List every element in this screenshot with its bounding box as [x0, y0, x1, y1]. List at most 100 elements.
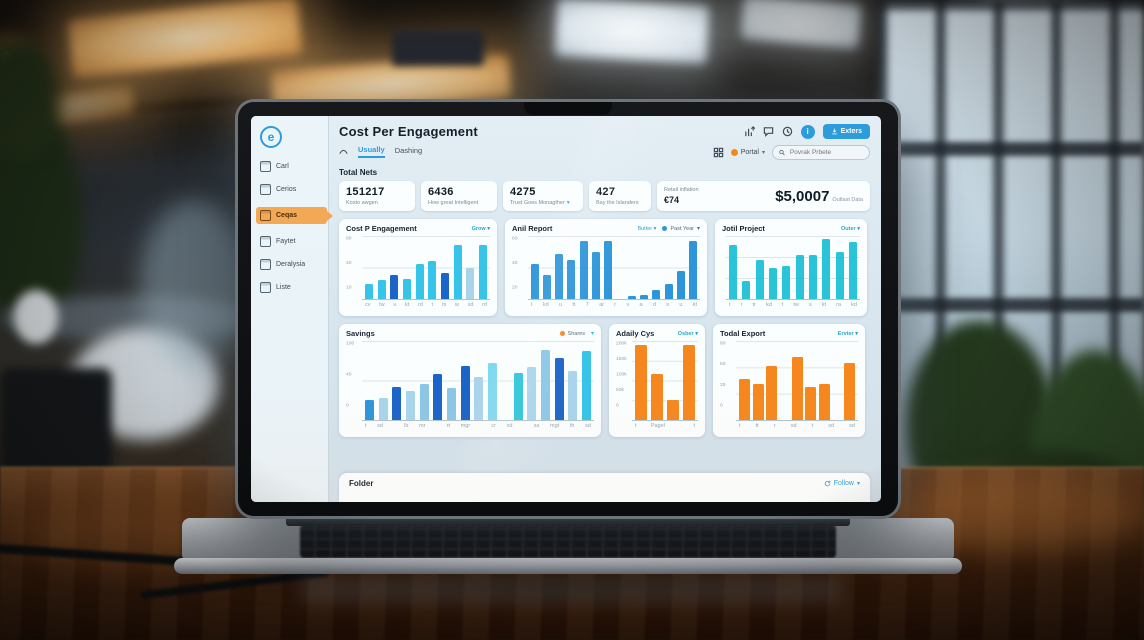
- stats-section-title: Total Nets: [339, 168, 378, 177]
- chart-bar: [365, 283, 373, 299]
- chevron-down-icon[interactable]: ▾: [590, 331, 594, 337]
- sidebar-item-label: Cerios: [276, 186, 297, 193]
- chart-plot-area: [726, 236, 860, 300]
- charts-row-2: Savings Shares ▾ 100 40 0 t sd lb mr rt mgr cr sd s…: [339, 324, 870, 437]
- chart-bar: [415, 264, 424, 299]
- grid-view-icon[interactable]: [713, 147, 724, 158]
- chevron-down-icon: ▾: [761, 150, 765, 156]
- portal-label: Portal: [740, 149, 759, 156]
- chart-card-savings[interactable]: Savings Shares ▾ 100 40 0 t sd lb mr rt mgr cr sd s…: [339, 324, 601, 437]
- share-chart-icon[interactable]: [744, 126, 755, 137]
- search-box[interactable]: [772, 145, 870, 160]
- sidebar-item-faytet[interactable]: Faytet: [260, 236, 328, 247]
- chart-title: Todal Export: [720, 329, 766, 338]
- chart-bar: [540, 350, 550, 420]
- stat-caption: Outlast Data: [832, 196, 863, 203]
- folder-follow-action[interactable]: Follow: [824, 480, 860, 487]
- chart-title: Adaily Cys: [616, 329, 655, 338]
- chart-bar: [768, 267, 777, 299]
- stat-label: Kosto awgen: [346, 200, 378, 206]
- sidebar-item-liste[interactable]: Liste: [260, 282, 328, 293]
- chart-dropdown[interactable]: Ervter: [838, 331, 858, 337]
- folder-bar[interactable]: Folder Follow: [339, 473, 870, 502]
- search-input[interactable]: [787, 148, 863, 157]
- tab-usually[interactable]: Usually: [358, 145, 385, 158]
- chart-bar: [446, 388, 456, 420]
- laptop-keyboard[interactable]: [300, 525, 836, 558]
- chart-plot-area: [362, 236, 490, 300]
- chart-bar: [567, 259, 576, 299]
- legend-dot: [662, 226, 668, 231]
- x-axis-ticks: t Pagel t: [635, 423, 695, 429]
- document-icon: [260, 161, 271, 172]
- y-axis-ticks: 80 40 10: [346, 236, 352, 291]
- chart-bar: [664, 283, 673, 299]
- white-pot: [14, 290, 58, 344]
- chart-title: Jotil Project: [722, 224, 765, 233]
- chart-bar: [568, 371, 578, 420]
- stat-value: 6436: [428, 186, 454, 198]
- chart-dropdown[interactable]: Outer: [841, 226, 860, 232]
- chart-bar: [651, 374, 663, 420]
- folder-action-label: Follow: [833, 480, 854, 487]
- sidebar-item-ceqas-active[interactable]: Ceqas: [256, 207, 327, 224]
- stat-card-retail[interactable]: Retail inflation €74 $5,0007 Outlast Dat…: [657, 181, 870, 211]
- chat-icon[interactable]: [763, 126, 774, 137]
- chart-bar: [466, 267, 475, 299]
- sidebar-item-cerios[interactable]: Cerios: [260, 184, 328, 195]
- chart-bar: [795, 254, 804, 299]
- chart-bar: [729, 245, 737, 299]
- stat-card[interactable]: 6436 How great Intelligent: [421, 181, 497, 211]
- sidebar-item-label: Liste: [276, 284, 291, 291]
- chart-bar: [667, 400, 679, 420]
- laptop-screen: e Carl Cerios Ceqas Faytet Deralysia: [238, 102, 898, 516]
- sidebar-item-carl[interactable]: Carl: [260, 161, 328, 172]
- app-logo[interactable]: e: [260, 126, 282, 148]
- chart-legend[interactable]: Past Year ▾: [662, 225, 700, 232]
- stat-sub-value: €74: [664, 195, 680, 205]
- chart-bar: [844, 363, 855, 420]
- avatar[interactable]: i: [800, 124, 815, 139]
- chart-bar: [365, 400, 374, 420]
- chart-legend[interactable]: Shares: [559, 331, 585, 337]
- chart-plot-area: [736, 341, 858, 421]
- sidebar-item-label: Deralysia: [276, 261, 306, 268]
- sidebar-item-deralysia[interactable]: Deralysia: [260, 259, 328, 270]
- chart-title: Cost P Engagement: [346, 224, 417, 233]
- portal-selector[interactable]: Portal ▾: [730, 149, 765, 156]
- chart-bar: [766, 366, 777, 420]
- chart-dropdown[interactable]: Grow: [472, 226, 490, 232]
- x-axis-ticks: t tt r sd t sd sd: [739, 423, 855, 429]
- export-button[interactable]: Exters: [822, 124, 870, 139]
- chart-dropdown[interactable]: Butter: [637, 226, 656, 232]
- ceiling-light-panel: [554, 0, 710, 64]
- chevron-down-icon[interactable]: ▾: [566, 200, 570, 206]
- chart-bar: [739, 378, 750, 420]
- chart-plot-area: [632, 341, 698, 421]
- stat-card[interactable]: 151217 Kosto awgen: [339, 181, 415, 211]
- stat-card[interactable]: 4275 Trust Goes Monagther ▾: [503, 181, 583, 211]
- chart-bar: [603, 241, 612, 299]
- stat-label-text: Trust Goes Monagther: [510, 200, 565, 206]
- chart-dropdown[interactable]: Osber: [678, 331, 698, 337]
- chart-bar: [683, 344, 695, 420]
- stat-card[interactable]: 427 Bay the Islanders: [589, 181, 651, 211]
- list-icon: [260, 282, 271, 293]
- ceiling-vent: [392, 30, 484, 66]
- clock-icon[interactable]: [782, 126, 793, 137]
- chart-bar: [390, 275, 399, 299]
- tab-dashing[interactable]: Dashing: [394, 146, 423, 155]
- chart-bar: [640, 294, 649, 299]
- chart-bar: [791, 356, 803, 420]
- main-content: Cost Per Engagement Usually Dashing i: [329, 116, 881, 502]
- chart-title: Anil Report: [512, 224, 553, 233]
- chart-bar: [478, 245, 487, 299]
- bar-chart: 100 40 0 t sd lb mr rt mgr cr sd sa mgt th sd: [346, 341, 594, 433]
- export-label: Exters: [840, 128, 862, 135]
- folder-title: Folder: [349, 479, 374, 488]
